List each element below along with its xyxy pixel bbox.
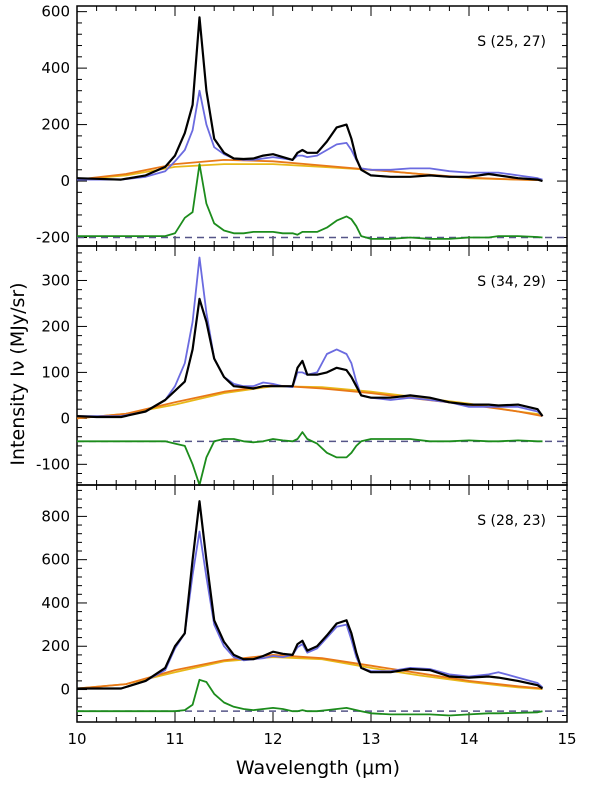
series-line-5 bbox=[77, 678, 543, 717]
panel-1: -200 0 200 400 600 S (25, 27) bbox=[36, 3, 568, 247]
x-tick-label: 14 bbox=[459, 730, 478, 748]
series-line-2 bbox=[77, 530, 544, 690]
series-line-1 bbox=[77, 500, 544, 690]
panel-3: 0 200 400 600 800 10 11 12 13 14 15 S (28, 23) bbox=[41, 484, 577, 748]
series-line-5 bbox=[77, 431, 543, 486]
series-line-4 bbox=[76, 384, 543, 420]
y-tick-label: 400 bbox=[41, 594, 70, 612]
y-tick-label: 600 bbox=[41, 551, 70, 569]
series-line-5 bbox=[77, 163, 543, 240]
x-axis-title: Wavelength (μm) bbox=[236, 757, 400, 779]
series-line-1 bbox=[76, 16, 543, 183]
series-line-4 bbox=[76, 654, 543, 690]
series-line-3 bbox=[76, 385, 543, 420]
y-axis-title: Intensity Iν (MJy/sr) bbox=[7, 282, 29, 465]
y-tick-label: 800 bbox=[41, 507, 70, 525]
y-tick-label: 600 bbox=[41, 3, 70, 21]
x-tick-label: 12 bbox=[263, 730, 282, 748]
series-line-2 bbox=[77, 256, 544, 417]
series-line-1 bbox=[76, 297, 544, 419]
x-tick-label: 15 bbox=[557, 730, 576, 748]
y-tick-label: 200 bbox=[41, 637, 70, 655]
y-tick-label: 100 bbox=[41, 363, 70, 381]
y-tick-label: 400 bbox=[41, 59, 70, 77]
panel-label: S (34, 29) bbox=[477, 274, 546, 290]
panel-label: S (28, 23) bbox=[477, 513, 546, 529]
y-tick-label: -100 bbox=[36, 455, 70, 473]
series-line-2 bbox=[77, 89, 543, 181]
y-tick-label: 0 bbox=[60, 172, 70, 190]
series-line-4 bbox=[76, 159, 543, 182]
x-tick-label: 10 bbox=[67, 730, 86, 748]
y-tick-label: 300 bbox=[41, 271, 70, 289]
series-line-3 bbox=[76, 656, 543, 690]
panel-2: -100 0 100 200 300 S (34, 29) bbox=[36, 245, 568, 486]
y-tick-label: 0 bbox=[60, 681, 70, 699]
x-tick-label: 11 bbox=[165, 730, 184, 748]
panel-label: S (25, 27) bbox=[477, 34, 546, 50]
panel-frame bbox=[76, 484, 568, 723]
y-tick-label: 0 bbox=[60, 409, 70, 427]
y-tick-label: -200 bbox=[36, 229, 70, 247]
y-tick-label: 200 bbox=[41, 317, 70, 335]
y-tick-label: 200 bbox=[41, 116, 70, 134]
x-tick-label: 13 bbox=[361, 730, 380, 748]
